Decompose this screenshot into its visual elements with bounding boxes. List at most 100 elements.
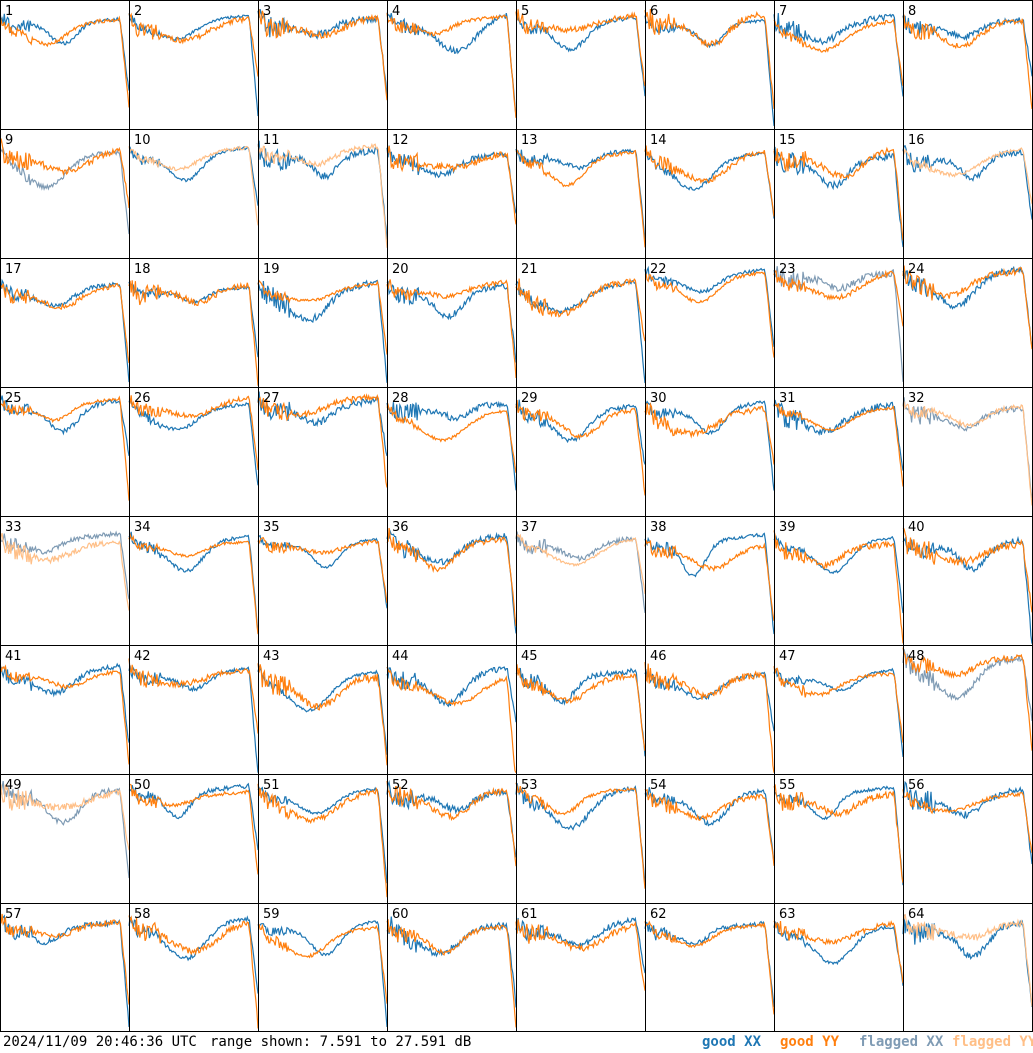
panel-label-26: 26 [134,391,151,406]
series-yy-43 [257,663,388,766]
panel-8: 8 [902,4,1033,110]
panel-34: 34 [128,520,259,635]
panel-58: 58 [128,907,259,1029]
series-xx-61 [515,916,646,974]
panel-44: 44 [386,649,517,773]
series-yy-28 [386,403,517,473]
series-xx-16 [902,145,1033,220]
panel-label-61: 61 [521,907,538,922]
panel-label-30: 30 [650,391,667,406]
panel-42: 42 [128,649,259,773]
series-yy-2 [128,12,259,77]
series-xx-57 [0,914,130,1027]
panel-25: 25 [0,391,130,501]
panel-label-33: 33 [5,520,22,535]
panel-4: 4 [386,4,517,118]
panel-40: 40 [902,520,1033,644]
series-xx-18 [128,281,259,358]
panel-39: 39 [773,520,904,644]
panel-label-51: 51 [263,778,280,793]
panel-19: 19 [257,262,388,383]
panel-18: 18 [128,262,259,386]
panel-label-41: 41 [5,649,22,664]
series-yy-37 [515,533,646,594]
series-yy-24 [902,265,1033,350]
series-xx-42 [128,665,259,773]
panel-10: 10 [128,133,259,226]
series-yy-57 [0,913,130,1005]
series-yy-46 [644,662,775,773]
series-xx-51 [257,786,388,884]
series-yy-21 [515,277,646,342]
panel-12: 12 [386,133,517,225]
panel-56: 56 [902,778,1033,865]
panel-label-8: 8 [908,4,916,19]
series-xx-32 [902,397,1033,499]
series-yy-25 [0,395,130,501]
series-yy-13 [515,149,646,248]
series-xx-54 [644,787,775,864]
panel-24: 24 [902,262,1033,350]
series-yy-41 [0,660,130,765]
panel-32: 32 [902,391,1033,506]
panel-label-10: 10 [134,133,151,148]
panel-59: 59 [257,907,388,1028]
series-yy-17 [0,282,130,364]
panel-label-58: 58 [134,907,151,922]
panel-label-25: 25 [5,391,22,406]
series-yy-4 [386,13,517,118]
series-yy-31 [773,403,904,487]
panel-label-62: 62 [650,907,667,922]
panel-62: 62 [644,907,775,1015]
series-xx-20 [386,280,517,363]
panel-46: 46 [644,649,775,773]
series-yy-14 [644,145,775,217]
panel-label-14: 14 [650,133,667,148]
panel-label-23: 23 [779,262,796,277]
series-yy-32 [902,400,1033,506]
panel-23: 23 [773,262,904,382]
panel-37: 37 [515,520,646,613]
panel-6: 6 [644,4,775,126]
panel-2: 2 [128,4,259,117]
series-yy-19 [257,279,388,355]
panel-48: 48 [902,647,1033,751]
panel-5: 5 [515,4,646,97]
panel-label-4: 4 [392,4,400,19]
panel-label-36: 36 [392,520,409,535]
series-yy-40 [902,527,1033,613]
panel-label-3: 3 [263,4,271,19]
panel-label-59: 59 [263,907,280,922]
series-yy-34 [128,532,259,635]
panel-17: 17 [0,262,130,383]
series-xx-6 [644,15,775,126]
series-yy-56 [902,789,1033,853]
panel-21: 21 [515,262,646,384]
series-yy-3 [257,8,388,101]
panel-51: 51 [257,778,388,898]
series-xx-4 [386,12,517,118]
series-yy-30 [644,402,775,465]
series-xx-39 [773,535,904,614]
series-xx-55 [773,785,904,886]
panel-label-24: 24 [908,262,925,277]
series-xx-45 [515,667,646,757]
timestamp: 2024/11/09 20:46:36 UTC [3,1034,197,1050]
panel-26: 26 [128,391,259,486]
panel-label-2: 2 [134,4,142,19]
panel-label-56: 56 [908,778,925,793]
panel-35: 35 [257,520,388,609]
panel-13: 13 [515,133,646,248]
series-yy-27 [257,393,388,488]
series-yy-63 [773,920,904,984]
series-yy-52 [386,780,517,867]
legend-good-yy: good YY [780,1034,840,1050]
panel-22: 22 [644,262,775,358]
legend-flagged-yy: flagged YY [952,1034,1033,1050]
panel-label-6: 6 [650,4,658,19]
panel-label-60: 60 [392,907,409,922]
series-yy-54 [644,788,775,866]
panel-label-7: 7 [779,4,787,19]
series-yy-18 [128,280,259,386]
panel-label-15: 15 [779,133,796,148]
